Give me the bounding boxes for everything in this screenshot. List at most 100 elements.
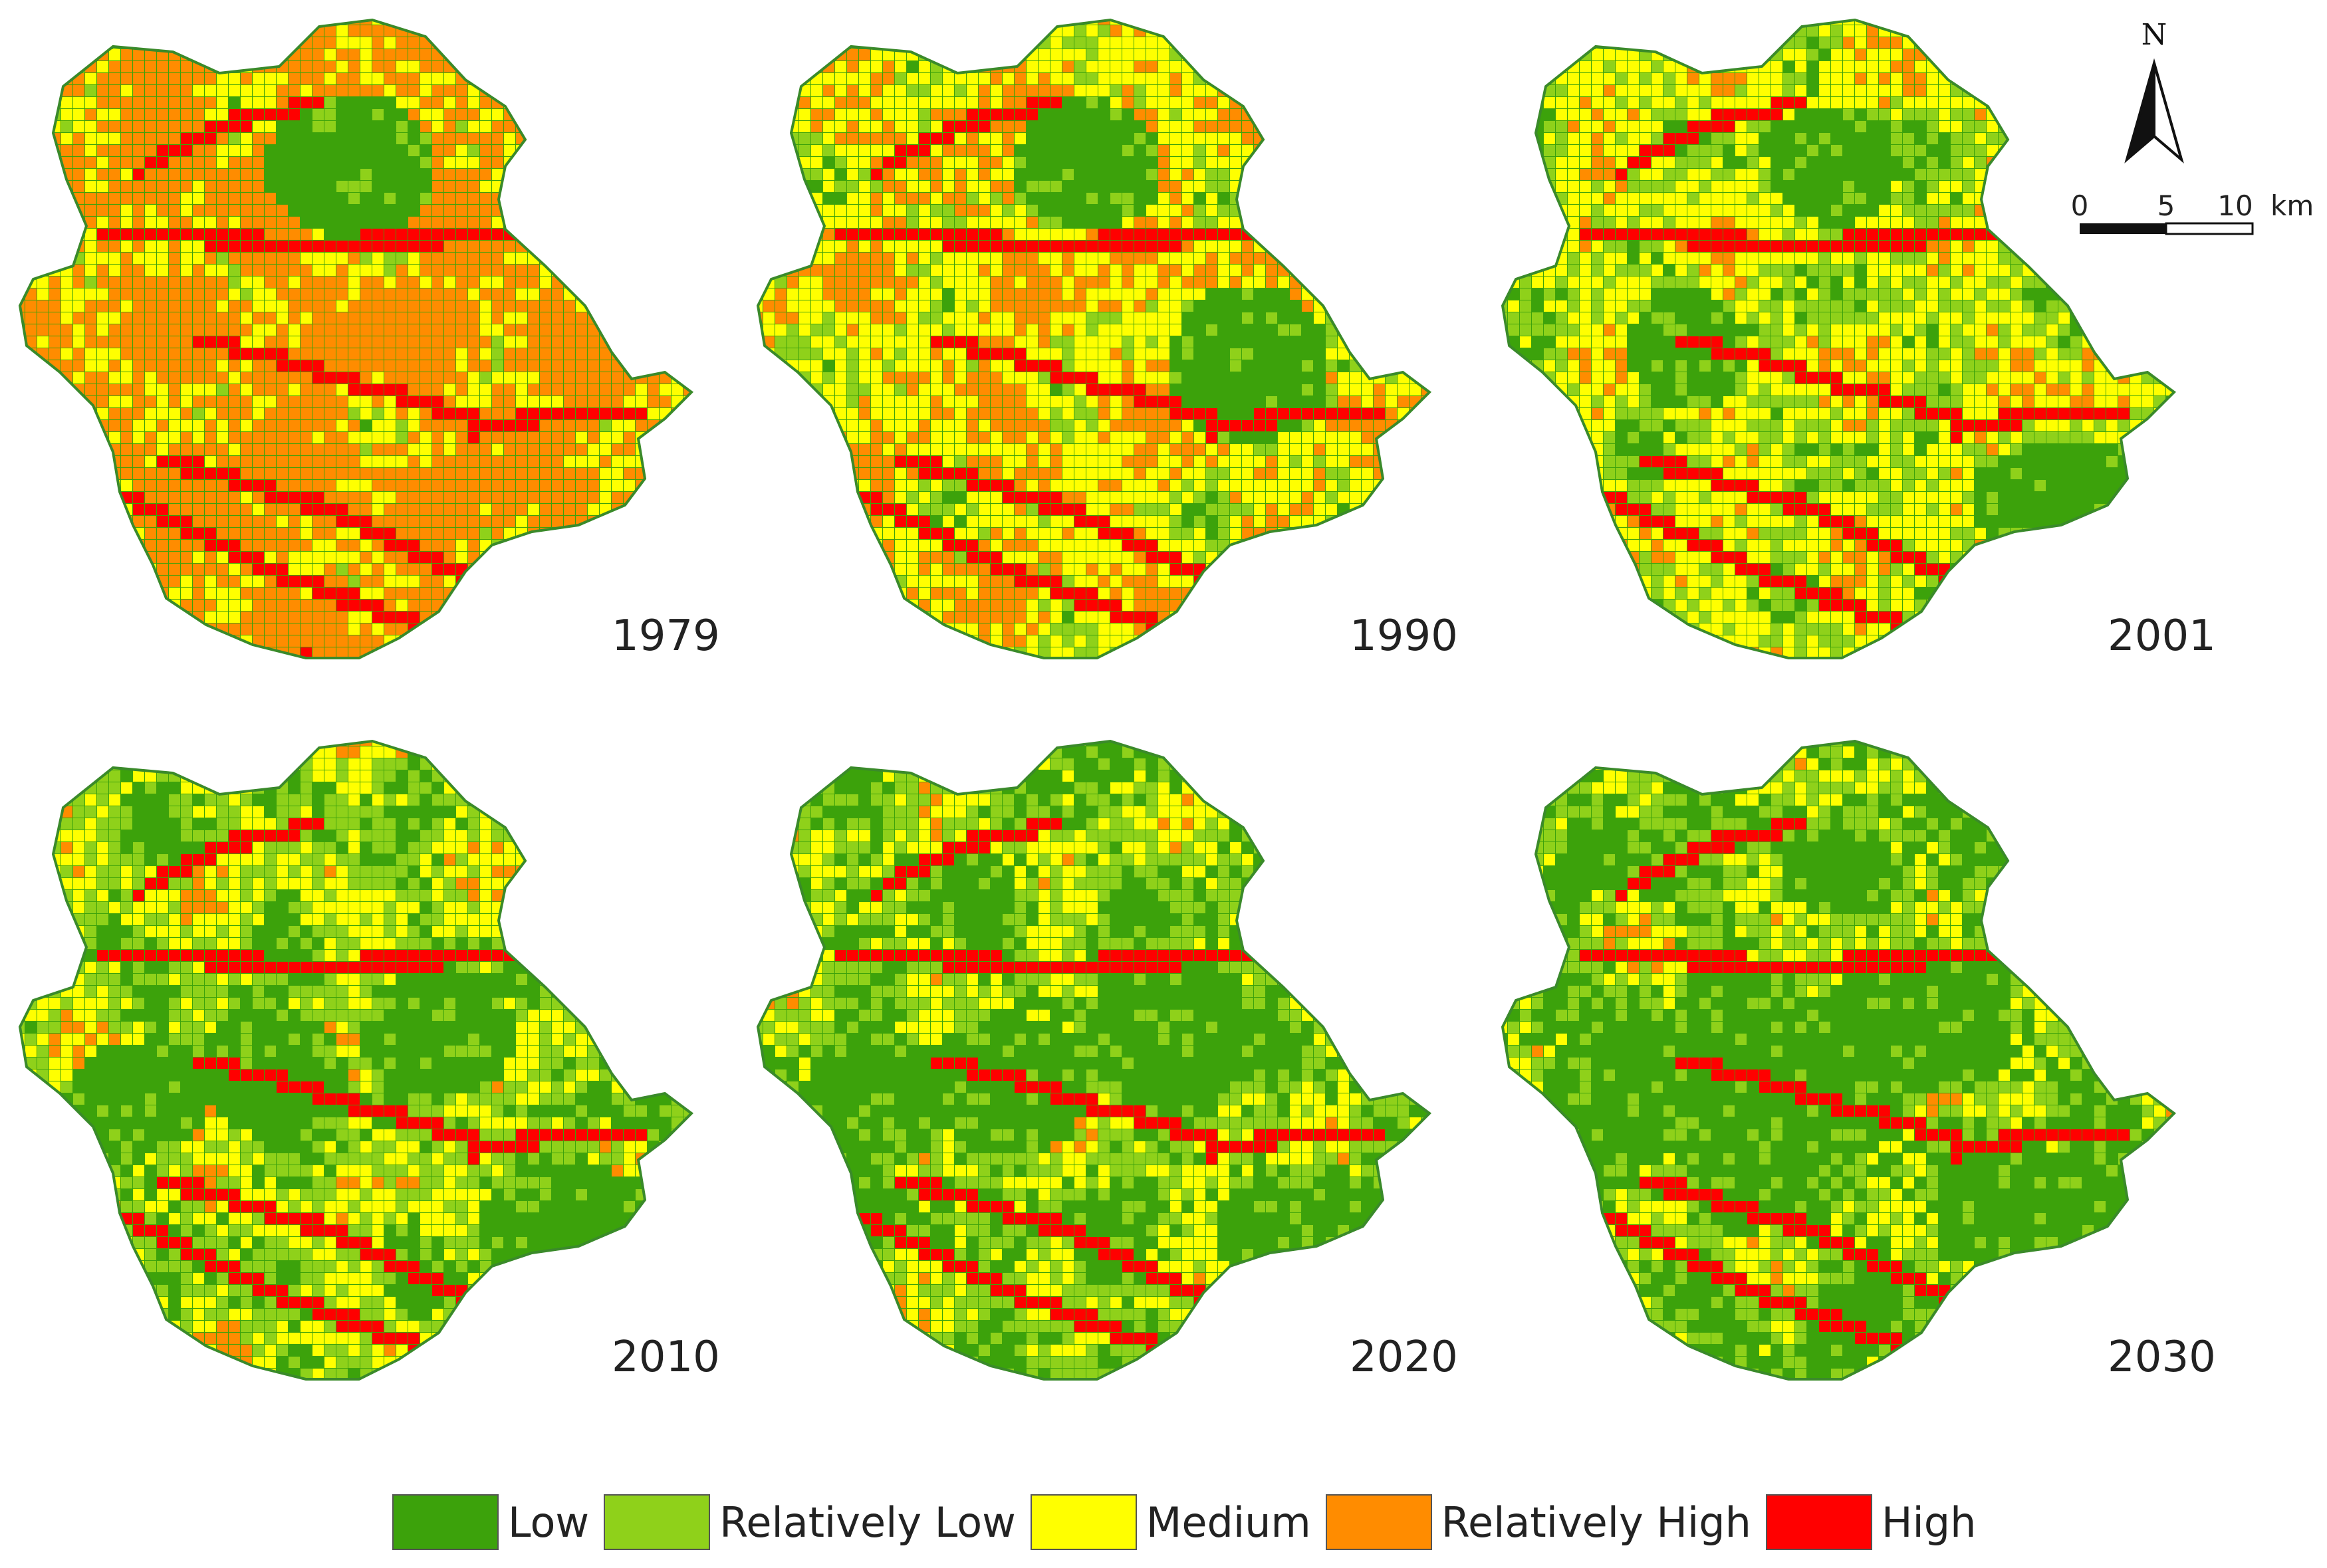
- raster-cell: [324, 647, 336, 658]
- raster-cell: [576, 253, 587, 264]
- raster-cell: [289, 300, 300, 312]
- raster-cell: [1314, 97, 1325, 108]
- raster-cell: [480, 588, 491, 599]
- raster-cell: [624, 420, 635, 431]
- raster-cell: [883, 324, 894, 336]
- raster-cell: [823, 157, 834, 168]
- raster-cell: [871, 217, 882, 228]
- raster-cell: [516, 324, 527, 336]
- raster-cell: [241, 492, 252, 503]
- raster-cell: [1266, 97, 1277, 108]
- raster-cell: [456, 516, 467, 527]
- raster-cell: [85, 492, 96, 503]
- raster-cell: [528, 265, 539, 276]
- raster-cell: [1050, 348, 1062, 360]
- raster-cell: [312, 528, 324, 539]
- raster-cell: [336, 133, 348, 144]
- raster-cell: [1098, 265, 1110, 276]
- raster-cell: [1350, 241, 1361, 252]
- raster-cell: [1290, 336, 1301, 348]
- raster-cell: [205, 193, 216, 204]
- raster-cell: [835, 336, 846, 348]
- raster-cell: [456, 444, 467, 455]
- raster-cell: [552, 145, 563, 156]
- raster-cell: [1242, 324, 1253, 336]
- raster-cell: [1050, 241, 1062, 252]
- raster-cell: [1218, 241, 1229, 252]
- raster-cell: [133, 456, 144, 467]
- raster-cell: [540, 169, 551, 180]
- raster-cell: [1158, 348, 1169, 360]
- raster-cell: [1398, 157, 1409, 168]
- raster-cell: [205, 348, 216, 360]
- raster-cell: [444, 504, 455, 515]
- raster-cell: [468, 241, 479, 252]
- raster-cell: [787, 324, 798, 336]
- raster-cell: [907, 288, 918, 300]
- raster-cell: [1302, 217, 1313, 228]
- raster-cell: [241, 420, 252, 431]
- raster-cell: [37, 25, 49, 37]
- raster-cell: [695, 277, 707, 288]
- raster-cell: [624, 324, 635, 336]
- raster-cell: [372, 181, 384, 192]
- raster-cell: [943, 277, 954, 288]
- raster-cell: [1314, 145, 1325, 156]
- raster-cell: [1170, 169, 1181, 180]
- raster-cell: [49, 492, 61, 503]
- raster-cell: [1254, 61, 1265, 72]
- raster-cell: [1374, 157, 1385, 168]
- raster-cell: [1098, 277, 1110, 288]
- raster-cell: [1398, 300, 1409, 312]
- raster-cell: [444, 432, 455, 443]
- raster-cell: [564, 229, 575, 240]
- raster-cell: [883, 336, 894, 348]
- raster-cell: [600, 97, 611, 108]
- raster-cell: [1027, 169, 1038, 180]
- raster-cell: [576, 169, 587, 180]
- raster-cell: [636, 420, 647, 431]
- raster-cell: [528, 300, 539, 312]
- raster-cell: [372, 97, 384, 108]
- raster-cell: [229, 277, 240, 288]
- raster-cell: [775, 145, 787, 156]
- raster-cell: [672, 181, 683, 192]
- raster-cell: [811, 25, 822, 37]
- raster-cell: [61, 396, 72, 407]
- raster-cell: [1350, 133, 1361, 144]
- raster-cell: [1182, 20, 1193, 25]
- raster-cell: [1386, 324, 1397, 336]
- raster-cell: [1374, 360, 1385, 372]
- raster-cell: [384, 348, 396, 360]
- raster-cell: [336, 193, 348, 204]
- raster-cell: [444, 193, 455, 204]
- raster-cell: [1409, 229, 1421, 240]
- raster-cell: [624, 73, 635, 84]
- raster-cell: [20, 300, 25, 312]
- raster-cell: [312, 456, 324, 467]
- raster-cell: [600, 241, 611, 252]
- raster-cell: [336, 300, 348, 312]
- raster-cell: [37, 193, 49, 204]
- raster-cell: [1290, 324, 1301, 336]
- raster-cell: [1398, 37, 1409, 49]
- raster-cell: [61, 576, 72, 587]
- raster-cell: [396, 49, 408, 60]
- raster-cell: [1386, 145, 1397, 156]
- raster-cell: [432, 133, 443, 144]
- raster-cell: [37, 20, 49, 25]
- raster-cell: [847, 133, 858, 144]
- raster-cell: [20, 205, 25, 216]
- raster-cell: [169, 456, 180, 467]
- raster-cell: [504, 528, 515, 539]
- raster-cell: [492, 432, 503, 443]
- raster-cell: [528, 408, 539, 419]
- raster-cell: [217, 528, 228, 539]
- raster-cell: [229, 420, 240, 431]
- raster-cell: [372, 109, 384, 120]
- raster-cell: [444, 623, 455, 635]
- raster-cell: [1050, 288, 1062, 300]
- raster-cell: [540, 552, 551, 563]
- raster-cell: [1146, 145, 1158, 156]
- raster-cell: [468, 408, 479, 419]
